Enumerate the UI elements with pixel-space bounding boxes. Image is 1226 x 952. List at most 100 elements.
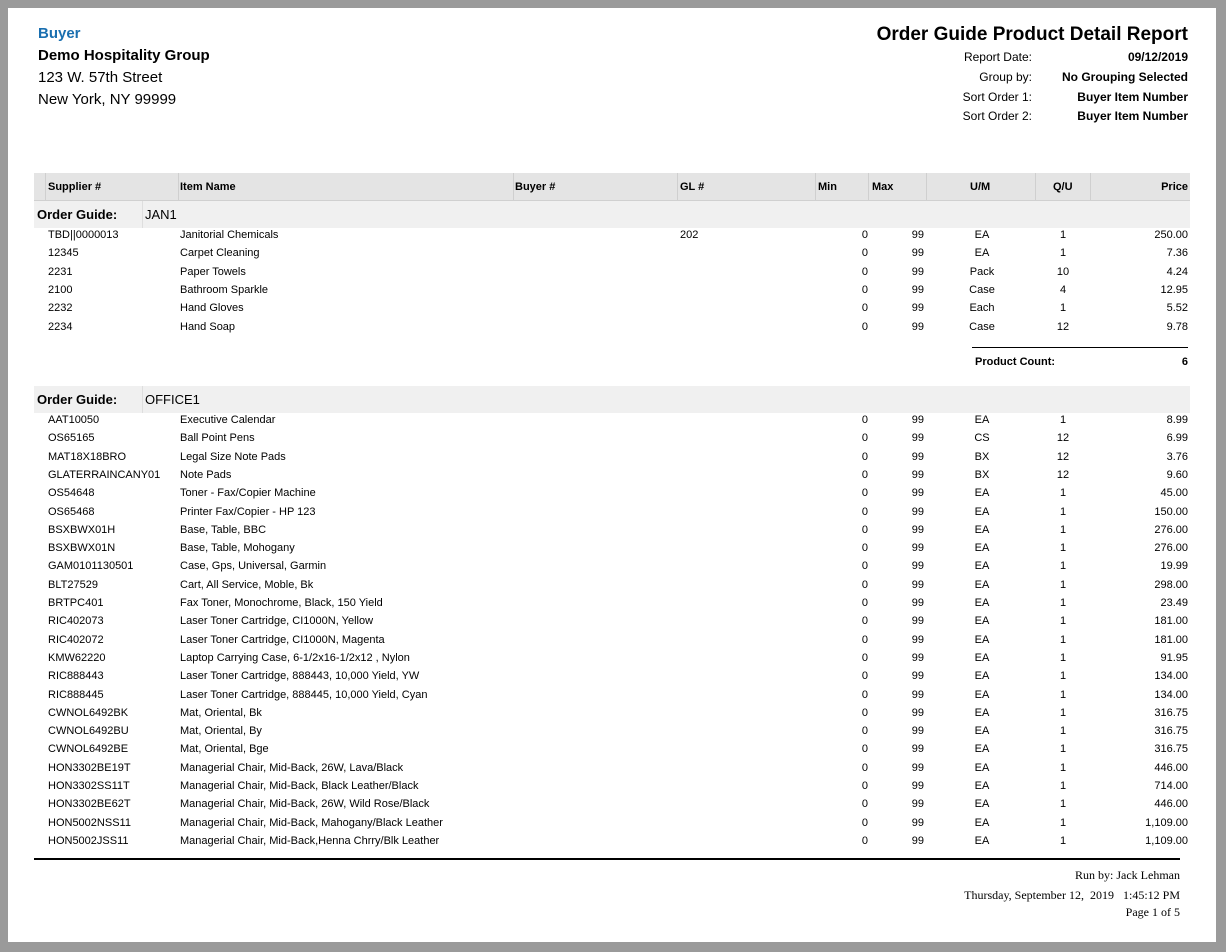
supplier-number: MAT18X18BRO [48,450,127,463]
buyer-label: Buyer [38,25,81,42]
group-by-value: No Grouping Selected [1061,70,1188,84]
item-name: Fax Toner, Monochrome, Black, 150 Yield [180,597,383,609]
report-title: Order Guide Product Detail Report [876,24,1188,45]
min-qty: 0 [861,450,868,463]
item-name: Laser Toner Cartridge, CI1000N, Magenta [180,633,385,646]
min-qty: 0 [861,798,868,811]
item-name: Managerial Chair, Mid-Back, 26W, Wild Ro… [180,798,430,811]
buyer-address-line1: 123 W. 57th Street [38,69,163,86]
qty-per-unit: 1 [1059,542,1067,555]
unit-of-measure: EA [974,706,990,719]
unit-of-measure: Pack [969,265,995,278]
footer-divider [34,858,1180,860]
price: 298.00 [1154,578,1188,591]
product-count-divider [972,347,1188,348]
min-qty: 0 [861,780,868,792]
supplier-number: HON3302BE62T [48,798,131,811]
item-name: Base, Table, BBC [180,523,267,536]
qty-per-unit: 12 [1056,468,1070,481]
qty-per-unit: 1 [1059,816,1067,829]
col-max: Max [872,181,894,193]
price: 4.24 [1166,265,1188,278]
unit-of-measure: EA [974,816,990,829]
price: 8.99 [1166,414,1188,426]
gl-number: 202 [680,229,699,241]
supplier-number: GAM0101130501 [48,560,134,573]
price: 6.99 [1166,432,1188,445]
unit-of-measure: EA [974,615,990,628]
supplier-number: BSXBWX01H [48,523,116,536]
item-name: Janitorial Chemicals [180,229,279,241]
supplier-number: RIC402073 [48,615,104,628]
supplier-number: KMW62220 [48,651,106,664]
price: 1,109.00 [1145,816,1188,829]
order-guide-label: Order Guide: [37,392,118,407]
max-qty: 99 [911,432,924,445]
price: 446.00 [1154,761,1188,774]
max-qty: 99 [911,523,924,536]
unit-of-measure: EA [974,670,990,683]
min-qty: 0 [861,432,868,445]
price: 276.00 [1154,542,1188,555]
qty-per-unit: 1 [1059,743,1067,756]
qty-per-unit: 1 [1059,651,1067,664]
price: 9.60 [1166,468,1188,481]
supplier-number: BRTPC401 [48,597,104,609]
col-qu: Q/U [1053,181,1073,193]
unit-of-measure: EA [974,597,990,609]
item-name: Paper Towels [180,265,246,278]
max-qty: 99 [911,505,924,518]
min-qty: 0 [861,761,868,774]
supplier-number: OS65468 [48,505,95,518]
unit-of-measure: Each [969,302,995,315]
qty-per-unit: 1 [1059,487,1067,500]
max-qty: 99 [911,229,924,241]
max-qty: 99 [911,487,924,500]
max-qty: 99 [911,414,924,426]
min-qty: 0 [861,320,868,333]
qty-per-unit: 1 [1059,615,1067,628]
min-qty: 0 [861,265,868,278]
min-qty: 0 [861,505,868,518]
supplier-number: RIC402072 [48,633,104,646]
max-qty: 99 [911,615,924,628]
price: 181.00 [1154,633,1188,646]
unit-of-measure: EA [974,798,990,811]
min-qty: 0 [861,414,868,426]
buyer-address-line2: New York, NY 99999 [38,91,177,108]
max-qty: 99 [911,597,924,609]
max-qty: 99 [911,761,924,774]
run-timestamp: Thursday, September 12, 2019 1:45:12 PM [964,888,1180,902]
min-qty: 0 [861,651,868,664]
supplier-number: OS65165 [48,432,95,445]
supplier-number: BSXBWX01N [48,542,116,555]
price: 150.00 [1154,505,1188,518]
order-guide-name: OFFICE1 [145,392,200,407]
qty-per-unit: 1 [1059,633,1067,646]
min-qty: 0 [861,615,868,628]
col-gl: GL # [680,181,705,193]
product-count-label: Product Count: [975,356,1056,368]
unit-of-measure: EA [974,523,990,536]
min-qty: 0 [861,706,868,719]
page-number: Page 1 of 5 [1125,905,1180,919]
unit-of-measure: EA [974,505,990,518]
unit-of-measure: EA [974,229,990,241]
min-qty: 0 [861,743,868,756]
item-name: Laser Toner Cartridge, CI1000N, Yellow [180,615,374,628]
supplier-number: HON5002NSS11 [48,816,131,829]
max-qty: 99 [911,725,924,738]
run-by: Run by: Jack Lehman [1075,868,1180,882]
unit-of-measure: Case [969,320,995,333]
sort-order-2-value: Buyer Item Number [1077,109,1188,123]
unit-of-measure: EA [974,487,990,500]
supplier-number: CWNOL6492BU [48,725,129,738]
min-qty: 0 [861,725,868,738]
max-qty: 99 [911,780,924,792]
item-name: Ball Point Pens [180,432,255,445]
unit-of-measure: EA [974,761,990,774]
price: 23.49 [1160,597,1188,609]
unit-of-measure: EA [974,834,990,847]
max-qty: 99 [911,302,924,315]
unit-of-measure: EA [974,651,990,664]
